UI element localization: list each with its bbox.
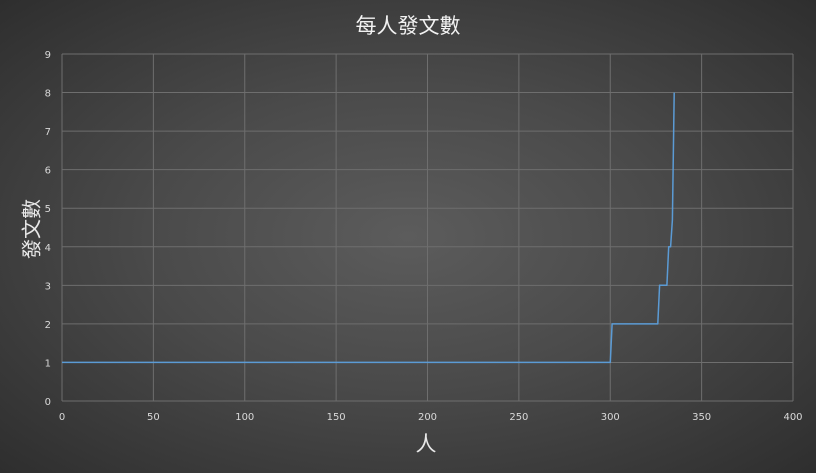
y-tick-label: 1 <box>45 358 51 369</box>
y-tick-label: 7 <box>45 127 51 138</box>
y-tick-label: 5 <box>45 204 51 215</box>
y-tick-label: 4 <box>45 243 51 254</box>
x-tick-label: 250 <box>509 412 528 423</box>
x-tick-label: 100 <box>235 412 254 423</box>
x-tick-label: 200 <box>418 412 437 423</box>
y-tick-label: 0 <box>45 397 51 408</box>
x-tick-label: 150 <box>327 412 346 423</box>
y-tick-label: 9 <box>45 50 51 61</box>
gridlines <box>61 53 794 402</box>
chart-title: 每人發文數 <box>355 14 461 38</box>
x-axis-label: 人 <box>415 432 437 456</box>
x-tick-label: 350 <box>692 412 711 423</box>
y-axis-label: 發文數 <box>19 199 44 259</box>
x-tick-label: 50 <box>147 412 160 423</box>
x-tick-label: 0 <box>59 412 65 423</box>
y-tick-label: 3 <box>45 281 51 292</box>
y-tick-label: 2 <box>45 320 51 331</box>
x-tick-label: 400 <box>783 412 802 423</box>
y-tick-label: 6 <box>45 166 51 177</box>
x-tick-labels: 0 50 100 150 200 250 300 350 400 <box>59 412 803 423</box>
x-tick-label: 300 <box>601 412 620 423</box>
y-tick-label: 8 <box>45 89 51 100</box>
y-tick-labels: 0 1 2 3 4 5 6 7 8 9 <box>45 50 51 408</box>
series-line <box>62 92 675 364</box>
series-group <box>62 92 675 364</box>
